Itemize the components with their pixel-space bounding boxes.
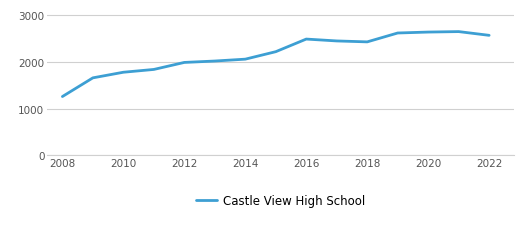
Castle View High School [120, 71, 126, 74]
Castle View High School [425, 32, 431, 34]
Castle View High School [334, 40, 340, 43]
Castle View High School [181, 62, 188, 65]
Castle View High School [90, 77, 96, 80]
Castle View High School [303, 38, 309, 41]
Castle View High School [455, 31, 462, 34]
Castle View High School [395, 33, 401, 35]
Legend: Castle View High School: Castle View High School [195, 194, 365, 207]
Line: Castle View High School: Castle View High School [62, 33, 489, 97]
Castle View High School [486, 35, 492, 38]
Castle View High School [364, 41, 370, 44]
Castle View High School [59, 96, 66, 98]
Castle View High School [272, 51, 279, 54]
Castle View High School [242, 59, 248, 61]
Castle View High School [212, 60, 218, 63]
Castle View High School [151, 69, 157, 71]
